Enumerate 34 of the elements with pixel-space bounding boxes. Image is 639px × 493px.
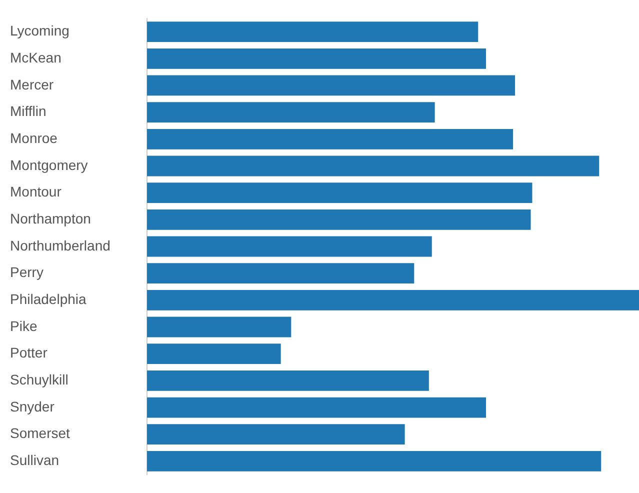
y-tick-label: Potter <box>10 344 48 361</box>
bar <box>147 450 602 472</box>
bar <box>147 424 405 445</box>
y-tick-label: Northumberland <box>10 237 110 254</box>
bar <box>147 102 435 123</box>
bar <box>147 128 514 150</box>
bar <box>147 397 486 418</box>
y-tick-label: Mercer <box>10 76 54 92</box>
bar <box>147 156 600 176</box>
bar <box>147 290 639 310</box>
bar <box>147 236 432 257</box>
bar <box>147 48 486 69</box>
y-tick-label: Monroe <box>10 130 58 146</box>
y-tick-label: Pike <box>10 318 38 334</box>
y-tick-label: Montour <box>10 184 62 200</box>
y-tick-label: Mifflin <box>10 103 46 120</box>
bar <box>147 182 532 204</box>
bar <box>147 22 478 42</box>
bar <box>147 344 281 364</box>
y-tick-label: Somerset <box>10 425 70 442</box>
bar <box>147 75 516 96</box>
bar <box>147 370 429 391</box>
y-tick-label: Snyder <box>10 398 55 414</box>
bar <box>147 316 292 338</box>
y-tick-label: Montgomery <box>10 156 88 173</box>
bar <box>147 209 531 230</box>
y-tick-label: Sullivan <box>10 452 60 468</box>
y-tick-label: Philadelphia <box>10 291 86 308</box>
y-tick-label: McKean <box>10 50 62 66</box>
y-tick-label: Perry <box>10 264 44 280</box>
y-tick-label: Northampton <box>10 210 91 227</box>
bar <box>147 263 414 284</box>
y-tick-label: Lycoming <box>10 22 70 39</box>
y-tick-label: Schuylkill <box>10 372 68 388</box>
